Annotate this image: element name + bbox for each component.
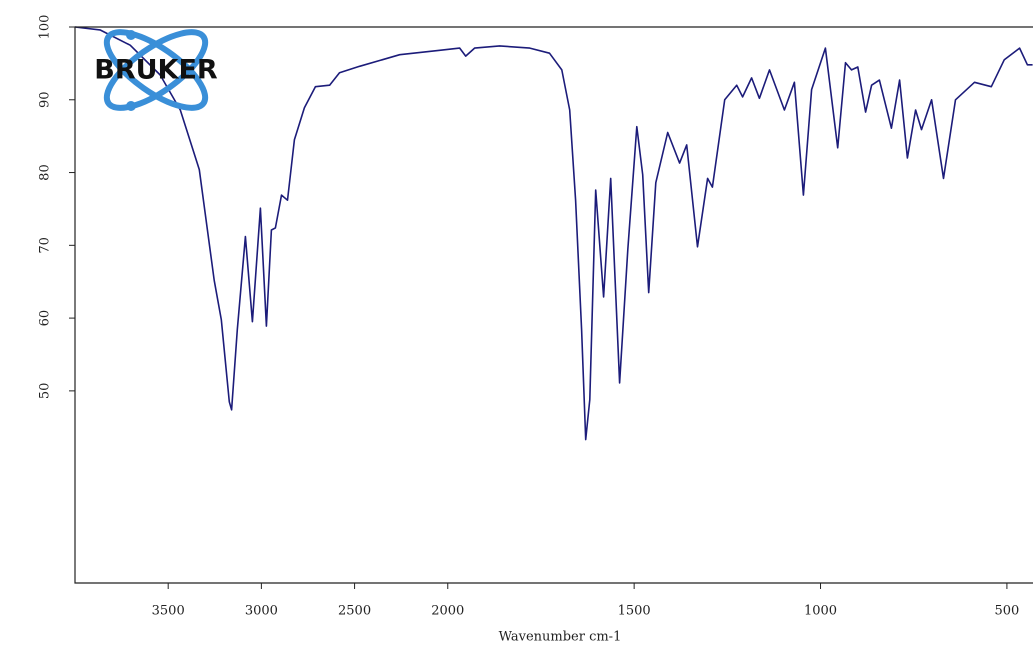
x-tick-label: 1000 xyxy=(804,604,837,619)
logo-text: BRUKER xyxy=(94,55,218,86)
x-tick-label: 500 xyxy=(994,604,1019,619)
spectrum-line xyxy=(74,26,1033,441)
logo: BRUKER xyxy=(94,29,218,111)
x-tick-label: 2000 xyxy=(431,604,464,619)
x-tick-label: 3000 xyxy=(245,604,278,619)
y-tick-label: 60 xyxy=(38,310,53,327)
y-tick-label: 50 xyxy=(38,383,53,400)
x-axis-label: Wavenumber cm-1 xyxy=(499,630,622,645)
y-tick-label: 80 xyxy=(38,164,53,181)
frame xyxy=(74,26,1033,584)
x-tick-label: 3500 xyxy=(152,604,185,619)
x-tick-label: 1500 xyxy=(618,604,651,619)
y-tick-label: 90 xyxy=(38,92,53,109)
y-tick-label: 70 xyxy=(38,237,53,254)
y-tick-label: 100 xyxy=(38,15,53,40)
x-tick-label: 2500 xyxy=(338,604,371,619)
